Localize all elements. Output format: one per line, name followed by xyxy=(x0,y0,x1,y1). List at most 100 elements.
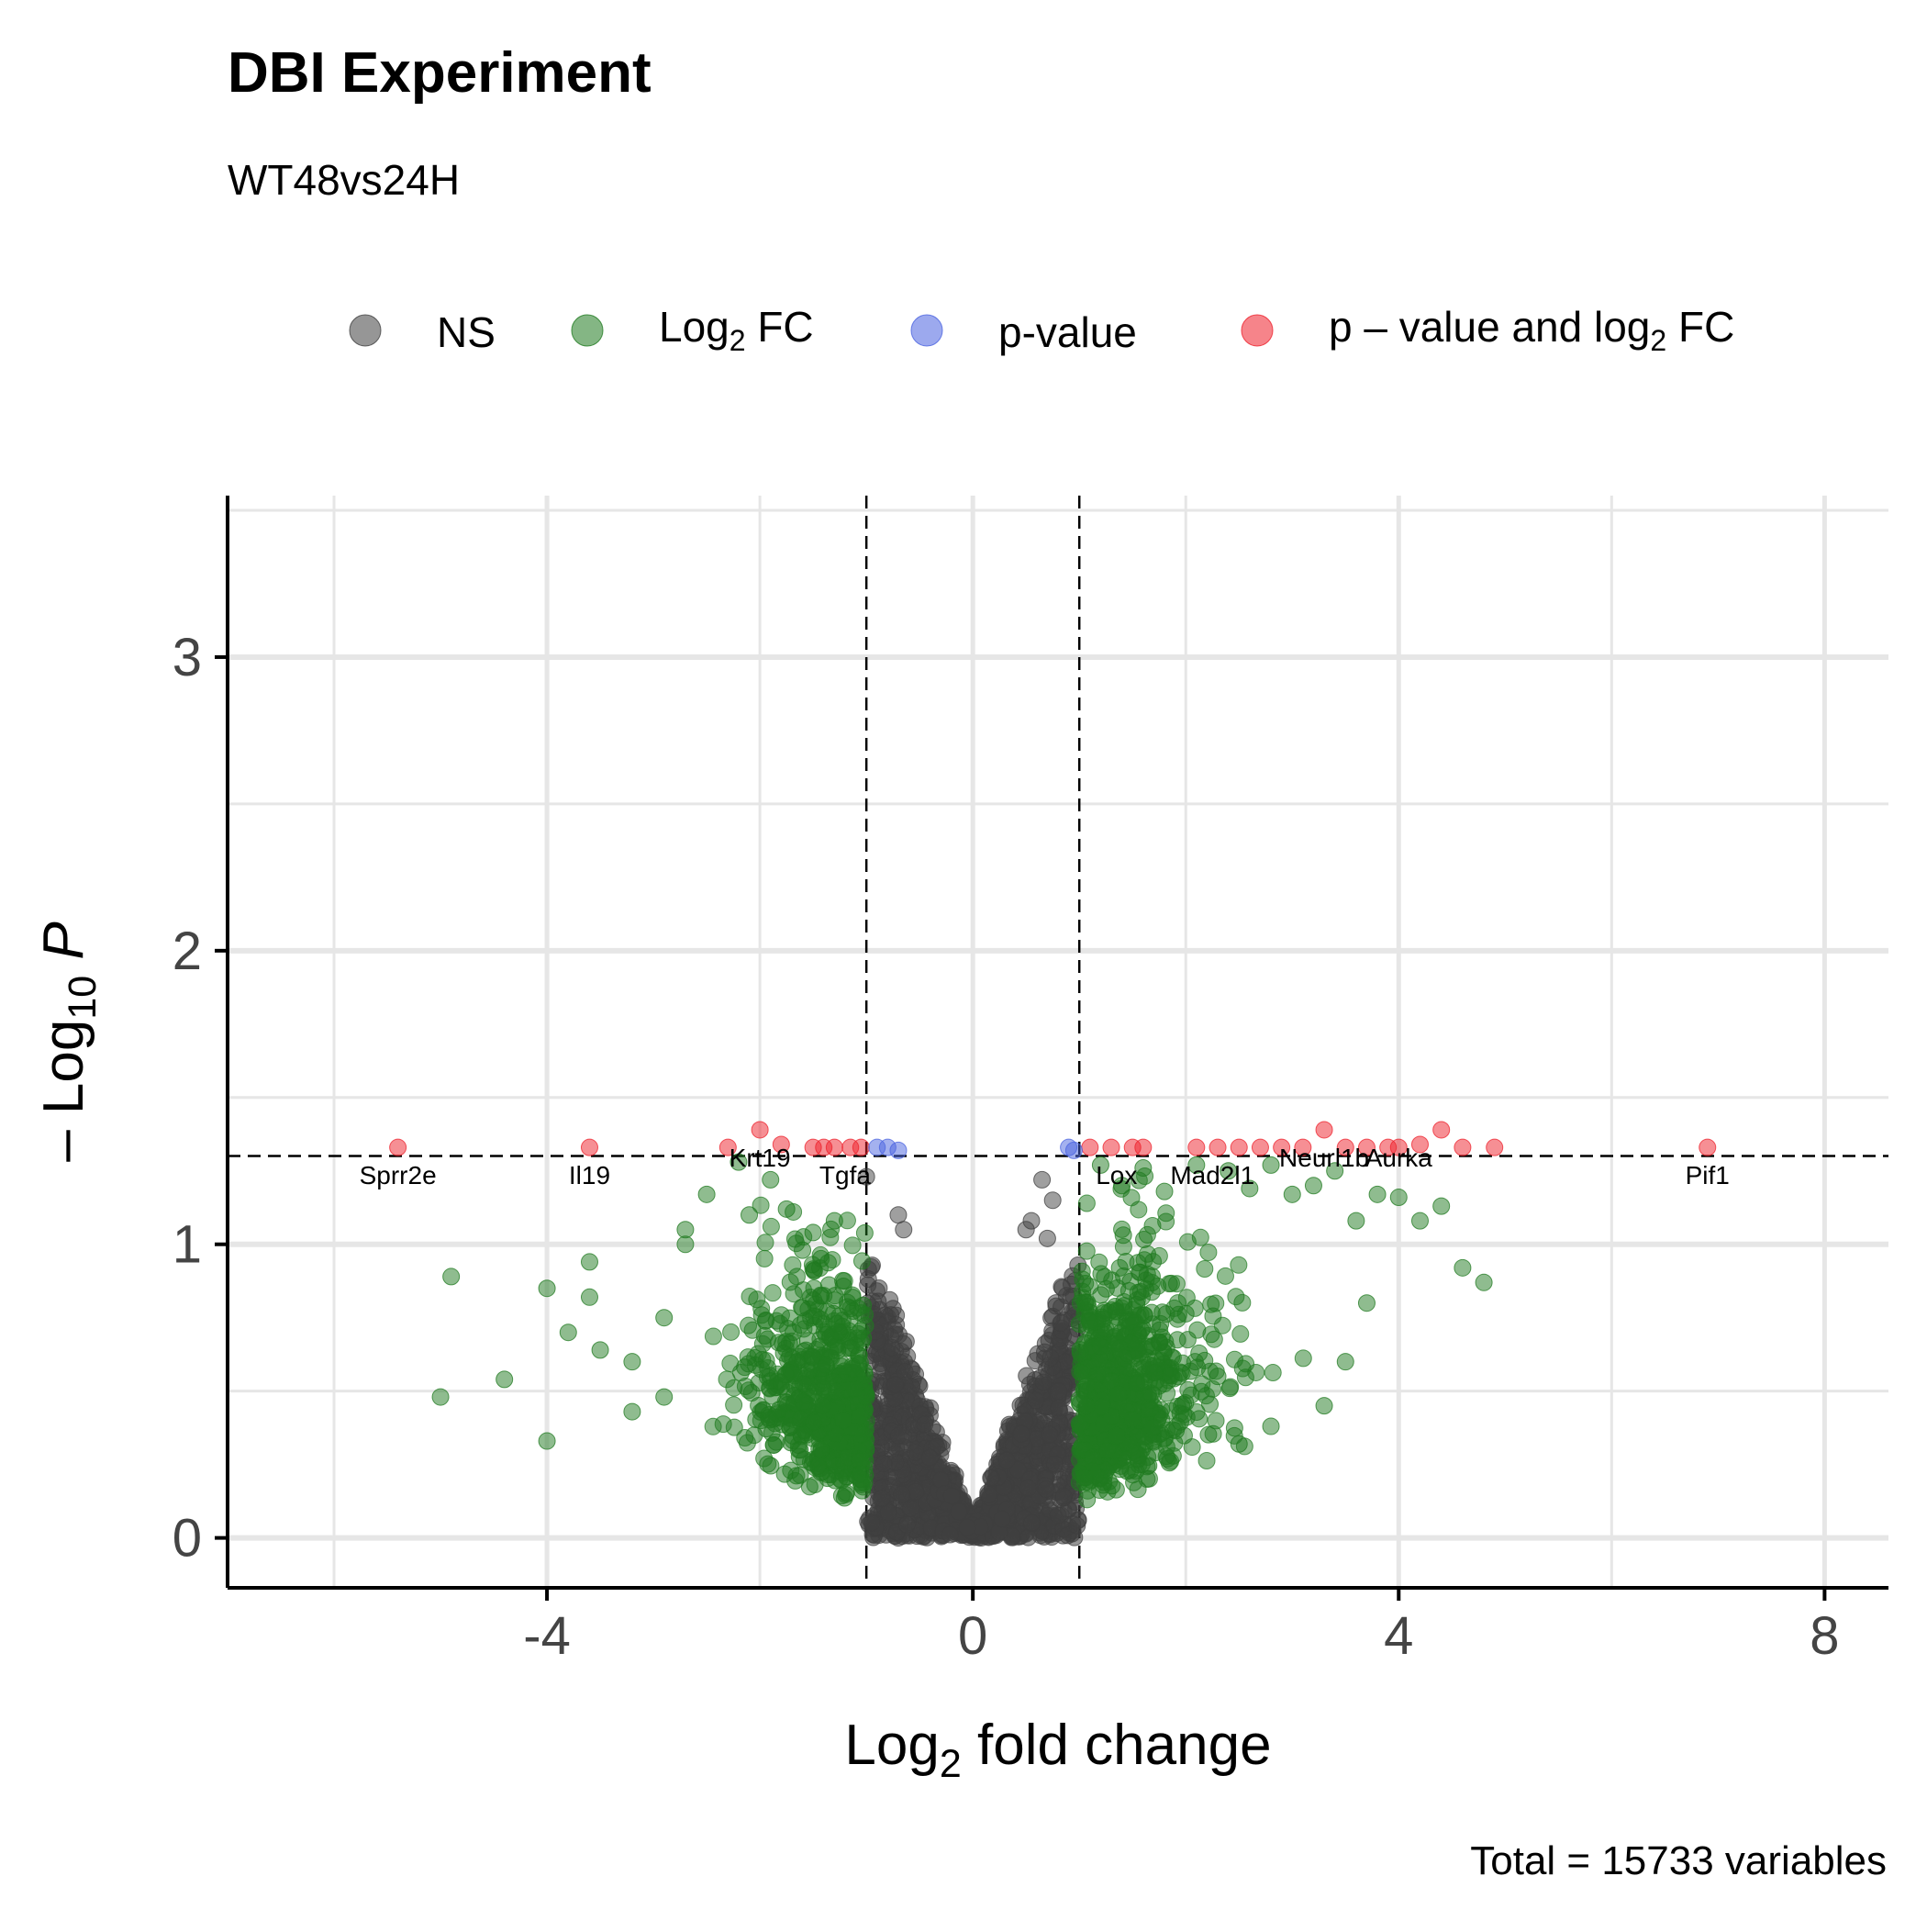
fc-point xyxy=(834,1412,852,1430)
legend: NS Log2 FC p-value p – value and log2 FC xyxy=(349,303,1734,357)
fc-point xyxy=(1230,1435,1248,1453)
fc-point xyxy=(1091,1156,1109,1174)
ns-point xyxy=(867,1282,886,1301)
fc-point xyxy=(1304,1177,1322,1195)
fc-point xyxy=(655,1309,674,1327)
fc-point xyxy=(1144,1253,1163,1271)
ns-point xyxy=(1019,1479,1037,1497)
both-point xyxy=(772,1135,790,1154)
ns-point xyxy=(979,1485,997,1503)
fc-point xyxy=(1088,1366,1107,1384)
x-axis-title: Log2 fold change xyxy=(844,1714,1271,1786)
fc-point xyxy=(1071,1341,1089,1359)
both-point xyxy=(1187,1138,1206,1156)
ns-point xyxy=(874,1455,893,1473)
both-point xyxy=(1315,1121,1333,1139)
fc-point xyxy=(741,1206,759,1224)
gene-label: Sprr2e xyxy=(360,1161,437,1189)
fc-point xyxy=(1389,1189,1408,1207)
ns-point xyxy=(1041,1348,1060,1367)
fc-point xyxy=(591,1341,609,1359)
fc-point xyxy=(718,1370,736,1389)
ns-point xyxy=(1053,1278,1071,1296)
fc-point xyxy=(1128,1375,1146,1393)
fc-point xyxy=(697,1185,716,1203)
fc-point xyxy=(1070,1414,1088,1433)
ns-point xyxy=(958,1518,976,1536)
ns-point xyxy=(997,1451,1016,1469)
fc-point xyxy=(1207,1294,1225,1312)
fc-point xyxy=(1134,1159,1153,1178)
ns-point xyxy=(993,1510,1011,1528)
fc-point xyxy=(823,1251,841,1269)
legend-label-both: p – value and log2 FC xyxy=(1329,303,1734,357)
y-axis-title: – Log10 P xyxy=(32,921,105,1162)
both-point xyxy=(1699,1138,1717,1156)
gene-label: Lox xyxy=(1096,1161,1137,1189)
ns-point xyxy=(893,1485,911,1503)
fc-point xyxy=(1221,1378,1240,1396)
point-clouds xyxy=(704,1167,1312,1547)
fc-point xyxy=(1196,1260,1214,1279)
ns-point xyxy=(889,1206,908,1224)
fc-point xyxy=(809,1457,828,1475)
fc-point xyxy=(1187,1156,1206,1174)
fc-point xyxy=(1098,1441,1117,1459)
fc-point xyxy=(1097,1279,1115,1298)
both-point xyxy=(1486,1138,1504,1156)
fc-point xyxy=(1220,1162,1238,1180)
both-point xyxy=(1102,1138,1120,1156)
ns-point xyxy=(1022,1212,1041,1230)
fc-point xyxy=(748,1290,766,1309)
gene-label: Neurl1b xyxy=(1279,1144,1369,1172)
ns-point xyxy=(1045,1455,1064,1473)
fc-point xyxy=(783,1416,801,1435)
both-point xyxy=(1273,1138,1291,1156)
fc-point xyxy=(1190,1410,1209,1428)
fc-point xyxy=(1233,1293,1252,1312)
both-point xyxy=(825,1138,843,1156)
ns-point xyxy=(982,1469,1000,1487)
fc-point xyxy=(1410,1212,1429,1230)
gene-labels: Sprr2e Il19 Krt19 Tgfa Lox Mad2l1 Neurl1bAurka… xyxy=(360,1144,1730,1189)
ns-point xyxy=(941,1525,959,1544)
fc-point xyxy=(1368,1185,1387,1203)
p-point xyxy=(889,1141,908,1159)
gene-label: Krt19 xyxy=(730,1144,791,1172)
ns-point xyxy=(883,1338,901,1357)
fc-point xyxy=(763,1387,782,1405)
legend-marker-both xyxy=(1241,314,1274,347)
fc-point xyxy=(1143,1418,1162,1436)
fc-point xyxy=(725,1418,743,1436)
fc-point xyxy=(1209,1368,1227,1386)
fc-point xyxy=(852,1252,871,1270)
ns-point xyxy=(1018,1367,1036,1385)
both-point xyxy=(718,1138,737,1156)
ns-point xyxy=(1009,1461,1028,1480)
fc-point xyxy=(794,1241,812,1259)
legend-marker-ns xyxy=(349,314,382,347)
fc-point xyxy=(759,1359,777,1378)
fc-point xyxy=(1077,1242,1096,1260)
fc-point xyxy=(1078,1491,1097,1509)
fc-point xyxy=(793,1393,811,1412)
fc-point xyxy=(1157,1212,1175,1231)
fc-point xyxy=(1081,1278,1099,1296)
fc-point xyxy=(1108,1385,1127,1403)
fc-point xyxy=(752,1306,771,1324)
both-point xyxy=(1209,1138,1227,1156)
both-point xyxy=(1294,1138,1312,1156)
y-tick-label: 2 xyxy=(173,921,202,981)
fc-point xyxy=(1173,1397,1191,1415)
ns-point xyxy=(897,1515,916,1534)
fc-point xyxy=(1113,1220,1131,1238)
fc-point xyxy=(781,1309,799,1327)
fc-point xyxy=(431,1388,450,1406)
fc-point xyxy=(837,1484,855,1502)
fc-point xyxy=(1108,1426,1126,1445)
y-tick-label: 0 xyxy=(173,1509,202,1569)
fc-point xyxy=(791,1466,809,1484)
fc-point xyxy=(1191,1228,1209,1246)
fc-point xyxy=(1204,1424,1222,1443)
